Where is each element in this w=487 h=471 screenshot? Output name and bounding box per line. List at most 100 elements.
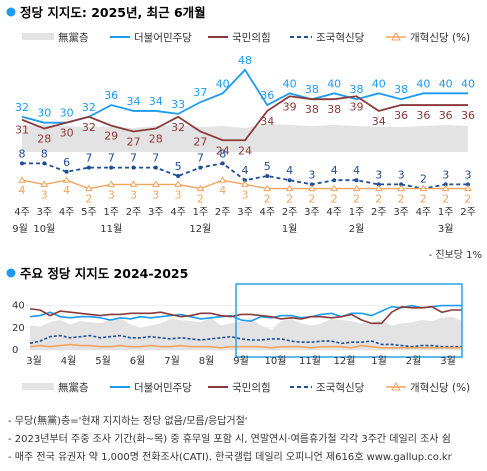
democratic-value-label: 30: [37, 107, 51, 120]
reform-value-label: 4: [19, 184, 26, 197]
democratic-value-label: 38: [305, 83, 319, 96]
democratic-value-label: 48: [238, 54, 252, 67]
ppp-value-label: 36: [439, 109, 453, 122]
bottom-legend: 無黨층 더불어민주당 국민의힘 조국혁신당 개혁신당 (%): [22, 381, 470, 394]
rebuilding-value-label: 7: [152, 152, 159, 165]
x-tick-week: 3주: [304, 207, 320, 218]
reform-value-label: 3: [130, 188, 137, 201]
x-tick-month: 4월: [61, 355, 77, 367]
reform-point: [285, 184, 294, 192]
rebuilding-value-label: 5: [264, 160, 271, 173]
x-tick-week: 1주: [349, 207, 365, 218]
rebuilding-value-label: 4: [353, 164, 360, 177]
top-chart: 정당 지지도: 2025년, 최근 6개월 無黨층 더불어민주당 국민의힘 조국…: [6, 5, 482, 261]
reform-value-label: 4: [219, 184, 226, 197]
ppp-value-label: 39: [350, 100, 364, 113]
rebuilding-value-label: 7: [130, 152, 137, 165]
rebuilding-value-label: 3: [442, 168, 449, 181]
rebuilding-value-label: 7: [108, 152, 115, 165]
legend-reform-marker-icon: [391, 31, 401, 41]
ppp-value-label: 36: [461, 109, 475, 122]
reform-value-label: 2: [264, 193, 271, 206]
reform-point: [397, 184, 405, 192]
bottom-x-ticks: 3월 4월 5월 6월 7월 8월 9월 10월 11월 12월 1월 2월 3월: [26, 355, 456, 367]
x-tick-week: 4주: [326, 207, 342, 218]
reform-value-label: 2: [442, 193, 449, 206]
rebuilding-value-label: 7: [197, 152, 204, 165]
rebuilding-point: [42, 161, 47, 166]
reform-value-label: 2: [308, 193, 315, 206]
x-tick-month: 3월: [440, 355, 456, 367]
y-tick: 0: [12, 345, 18, 356]
x-tick-month: 11월: [299, 355, 321, 367]
reform-point: [352, 184, 361, 192]
highlight-box: [235, 283, 463, 358]
reform-point: [18, 176, 26, 183]
x-tick-week: 4주: [14, 207, 30, 218]
democratic-value-label: 40: [216, 77, 230, 90]
reform-value-label: 3: [152, 188, 159, 201]
ppp-value-label: 36: [394, 109, 408, 122]
democratic-line: [21, 68, 468, 124]
x-tick-month: 3월: [26, 355, 42, 367]
x-tick-month: 3월: [438, 223, 454, 235]
top-chart-title: 정당 지지도: 2025년, 최근 6개월: [20, 5, 206, 20]
reform-point: [40, 180, 49, 187]
democratic-value-label: 40: [372, 77, 386, 90]
democratic-value-label: 38: [350, 83, 364, 96]
reform-value-label: 2: [398, 193, 405, 206]
ppp-value-label: 32: [171, 121, 185, 134]
rebuilding-point: [443, 182, 448, 187]
rebuilding-point: [131, 165, 136, 170]
ppp-line: [29, 305, 462, 325]
democratic-value-label: 30: [60, 107, 74, 120]
reform-value-label: 2: [420, 193, 427, 206]
democratic-value-label: 40: [327, 77, 341, 90]
democratic-value-label: 40: [439, 77, 453, 90]
legend-none-swatch: [22, 33, 54, 40]
reform-value-label: 2: [353, 193, 360, 206]
x-tick-month: 9월: [233, 355, 249, 367]
reform-value-label: 3: [108, 188, 115, 201]
reform-point: [151, 180, 160, 187]
rebuilding-value-label: 3: [398, 168, 405, 181]
x-tick-month: 5월: [95, 355, 111, 367]
rebuilding-point: [466, 182, 470, 187]
legend-none-label: 無黨층: [58, 381, 89, 394]
legend-none-label: 無黨층: [58, 31, 89, 44]
rebuilding-value-label: 3: [465, 168, 472, 181]
x-tick-month: 9월: [12, 223, 28, 235]
x-tick-month: 6월: [130, 355, 146, 367]
x-tick-month: 2월: [406, 355, 422, 367]
rebuilding-point: [220, 161, 225, 166]
top-lines: [18, 68, 472, 192]
x-tick-week: 3주: [393, 207, 409, 218]
democratic-line: [29, 304, 462, 322]
democratic-value-label: 34: [149, 95, 163, 108]
reform-point: [441, 184, 450, 192]
x-tick-month: 12월: [189, 223, 211, 235]
democratic-value-label: 32: [15, 101, 29, 114]
top-legend: 無黨층 더불어민주당 국민의힘 조국혁신당 개혁신당 (%): [22, 31, 470, 44]
x-tick-week: 4주: [416, 207, 432, 218]
x-tick-month: 12월: [334, 355, 356, 367]
rebuilding-value-label: 2: [420, 173, 427, 186]
bottom-lines: [29, 304, 462, 349]
y-tick: 40: [12, 301, 25, 312]
legend-democratic-label: 더불어민주당: [134, 32, 192, 44]
reform-value-label: 4: [63, 184, 70, 197]
ppp-value-label: 30: [60, 127, 74, 140]
rebuilding-value-label: 4: [286, 164, 293, 177]
x-tick-week: 2주: [215, 207, 231, 218]
reform-point: [218, 176, 227, 183]
rebuilding-value-label: 3: [308, 168, 315, 181]
rebuilding-point: [109, 165, 114, 170]
x-tick-week: 4주: [59, 207, 75, 218]
ppp-value-label: 36: [416, 109, 430, 122]
reform-value-label: 3: [41, 188, 48, 201]
reform-value-label: 3: [175, 188, 182, 201]
legend-reform-label: 개혁신당 (%): [410, 382, 470, 394]
x-tick-month: 8월: [199, 355, 215, 367]
x-tick-month: 11월: [100, 223, 122, 235]
